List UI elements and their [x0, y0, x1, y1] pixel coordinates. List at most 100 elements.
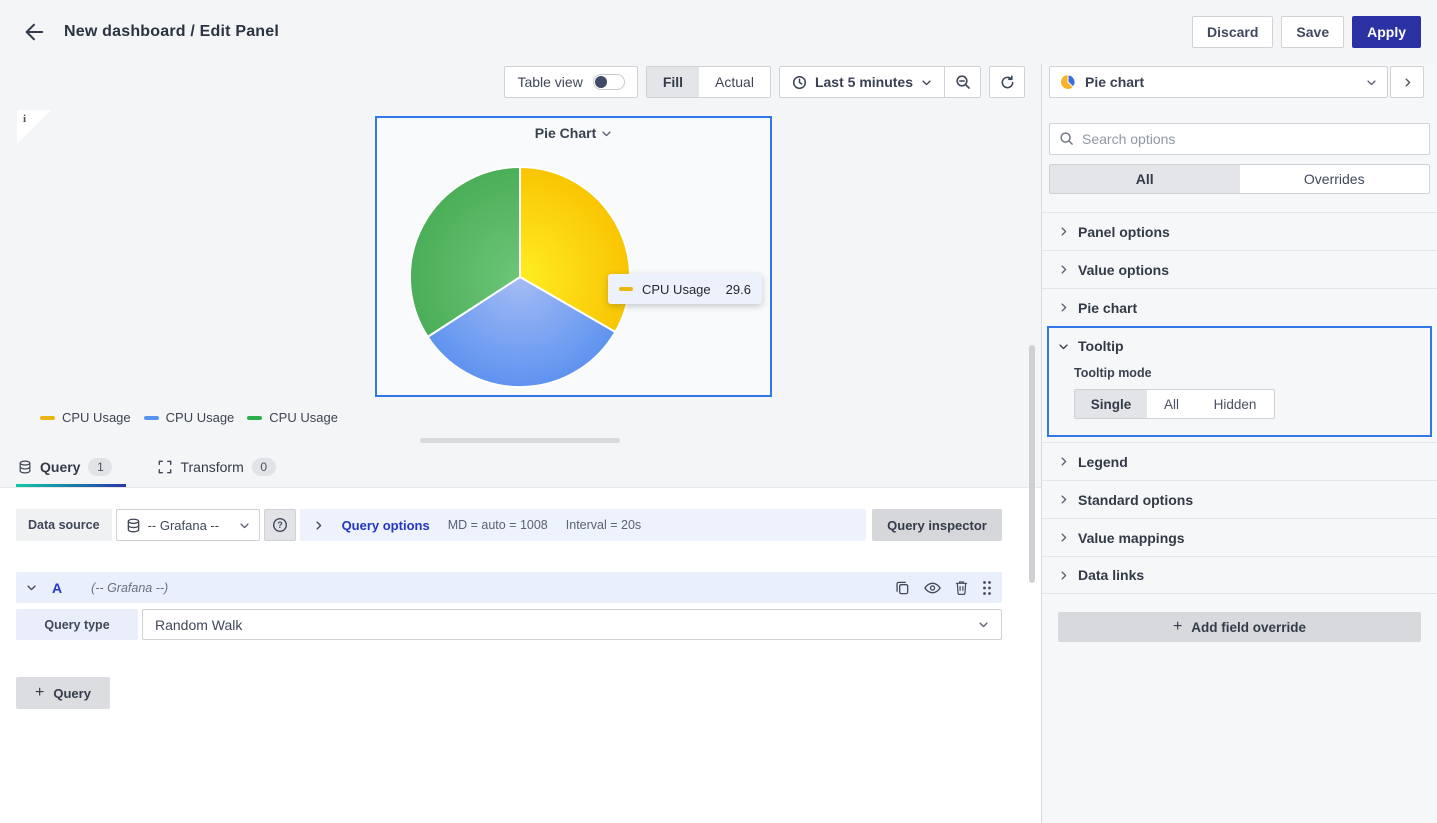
- datasource-help-button[interactable]: ?: [264, 509, 296, 541]
- chevron-down-icon: [978, 619, 989, 630]
- eye-icon: [924, 582, 941, 594]
- query-editor: Data source -- Grafana -- ? Query option…: [0, 487, 1041, 823]
- add-query-label: Query: [53, 686, 91, 701]
- panel-toolbar: Table view Fill Actual Last 5 minutes: [504, 66, 1025, 98]
- section-panel-options[interactable]: Panel options: [1042, 212, 1437, 250]
- query-datasource-name: (-- Grafana --): [91, 581, 168, 595]
- drag-handle[interactable]: [982, 580, 992, 596]
- add-override-label: Add field override: [1191, 620, 1306, 635]
- chevron-right-icon: [1402, 77, 1413, 88]
- viz-picker-label: Pie chart: [1085, 74, 1144, 90]
- query-options-bar[interactable]: Query options MD = auto = 1008 Interval …: [300, 509, 866, 541]
- section-label: Standard options: [1078, 492, 1193, 508]
- delete-query-button[interactable]: [955, 580, 968, 595]
- apply-button[interactable]: Apply: [1352, 16, 1421, 48]
- chevron-down-icon: [239, 520, 250, 531]
- legend-item[interactable]: CPU Usage: [144, 410, 235, 425]
- options-sections: Panel options Value options Pie chart To…: [1042, 212, 1437, 642]
- back-button[interactable]: [16, 14, 52, 50]
- tooltip-series-label: CPU Usage: [642, 282, 711, 297]
- section-value-mappings[interactable]: Value mappings: [1042, 518, 1437, 556]
- edit-main-pane: Table view Fill Actual Last 5 minutes: [0, 64, 1041, 823]
- legend-swatch: [144, 416, 159, 420]
- legend-item[interactable]: CPU Usage: [247, 410, 338, 425]
- scrollbar-thumb[interactable]: [1029, 345, 1035, 583]
- section-label: Panel options: [1078, 224, 1170, 240]
- grip-dots-icon: [982, 580, 992, 596]
- tooltip-mode-field: Tooltip mode Single All Hidden: [1049, 364, 1430, 435]
- database-icon: [126, 518, 141, 533]
- actual-button[interactable]: Actual: [699, 67, 770, 97]
- plus-icon: +: [1173, 619, 1182, 635]
- discard-button[interactable]: Discard: [1192, 16, 1273, 48]
- zoom-out-button[interactable]: [944, 67, 980, 97]
- query-type-select[interactable]: Random Walk: [142, 609, 1002, 640]
- chevron-right-icon: [1058, 302, 1069, 313]
- question-circle-icon: ?: [272, 517, 288, 533]
- query-refid: A: [52, 580, 62, 596]
- tooltip-mode-label: Tooltip mode: [1074, 366, 1430, 380]
- section-data-links[interactable]: Data links: [1042, 556, 1437, 594]
- section-label: Legend: [1078, 454, 1128, 470]
- tooltip-value: 29.6: [726, 282, 751, 297]
- viz-picker[interactable]: Pie chart: [1049, 66, 1388, 98]
- datasource-picker[interactable]: -- Grafana --: [116, 509, 260, 541]
- time-range-picker[interactable]: Last 5 minutes: [780, 67, 944, 97]
- chevron-down-icon: [1058, 341, 1069, 352]
- table-view-toggle[interactable]: [593, 74, 625, 90]
- database-icon: [18, 460, 32, 474]
- fill-button[interactable]: Fill: [647, 67, 699, 97]
- duplicate-query-button[interactable]: [895, 580, 910, 595]
- top-header: New dashboard / Edit Panel Discard Save …: [0, 0, 1437, 64]
- tab-all[interactable]: All: [1050, 165, 1240, 193]
- header-actions: Discard Save Apply: [1192, 16, 1421, 48]
- add-field-override-button[interactable]: + Add field override: [1058, 612, 1421, 642]
- add-query-button[interactable]: + Query: [16, 677, 110, 709]
- query-transform-tabs: Query 1 Transform 0: [16, 452, 290, 487]
- chevron-right-icon: [1058, 494, 1069, 505]
- tooltip-mode-hidden[interactable]: Hidden: [1196, 390, 1274, 418]
- save-button[interactable]: Save: [1281, 16, 1344, 48]
- chevron-right-icon: [1058, 264, 1069, 275]
- tab-overrides[interactable]: Overrides: [1240, 165, 1430, 193]
- tab-transform[interactable]: Transform 0: [156, 452, 289, 487]
- toggle-query-visibility-button[interactable]: [924, 582, 941, 594]
- legend-swatch: [247, 416, 262, 420]
- query-type-value: Random Walk: [155, 617, 242, 633]
- search-options-input[interactable]: [1049, 123, 1430, 155]
- legend-label: CPU Usage: [269, 410, 338, 425]
- section-label: Value mappings: [1078, 530, 1185, 546]
- collapse-options-button[interactable]: [1390, 66, 1424, 98]
- panel-info-corner[interactable]: i: [17, 110, 51, 144]
- section-legend[interactable]: Legend: [1042, 442, 1437, 480]
- chevron-down-icon: [921, 77, 932, 88]
- table-view-label: Table view: [517, 74, 582, 90]
- query-inspector-button[interactable]: Query inspector: [872, 509, 1002, 541]
- query-row-header[interactable]: A (-- Grafana --): [16, 572, 1002, 603]
- datasource-row: Data source -- Grafana -- ? Query option…: [16, 509, 1002, 541]
- tab-query[interactable]: Query 1: [16, 452, 126, 487]
- legend-label: CPU Usage: [62, 410, 131, 425]
- legend-item[interactable]: CPU Usage: [40, 410, 131, 425]
- options-sections-bottom: Legend Standard options Value mappings D…: [1042, 442, 1437, 594]
- pie-chart: [377, 118, 770, 395]
- collapse-chevron-icon: [26, 582, 37, 593]
- trash-icon: [955, 580, 968, 595]
- pie-chart-icon: [1060, 74, 1076, 90]
- panel-resize-handle[interactable]: [420, 438, 620, 443]
- section-tooltip-header[interactable]: Tooltip: [1049, 328, 1430, 364]
- panel-card[interactable]: Pie Chart: [375, 116, 772, 397]
- section-standard-options[interactable]: Standard options: [1042, 480, 1437, 518]
- transform-icon: [158, 460, 172, 474]
- chevron-right-icon: [1058, 456, 1069, 467]
- viz-picker-row: Pie chart: [1049, 66, 1424, 98]
- section-pie-chart[interactable]: Pie chart: [1042, 288, 1437, 326]
- refresh-icon: [1000, 75, 1015, 90]
- chevron-down-icon: [1366, 77, 1377, 88]
- viz-preview-area: i Pie Chart: [0, 100, 1041, 487]
- max-data-points-text: MD = auto = 1008: [448, 518, 548, 532]
- tooltip-mode-all[interactable]: All: [1147, 390, 1196, 418]
- section-value-options[interactable]: Value options: [1042, 250, 1437, 288]
- tooltip-mode-single[interactable]: Single: [1075, 390, 1147, 418]
- refresh-button[interactable]: [989, 66, 1025, 98]
